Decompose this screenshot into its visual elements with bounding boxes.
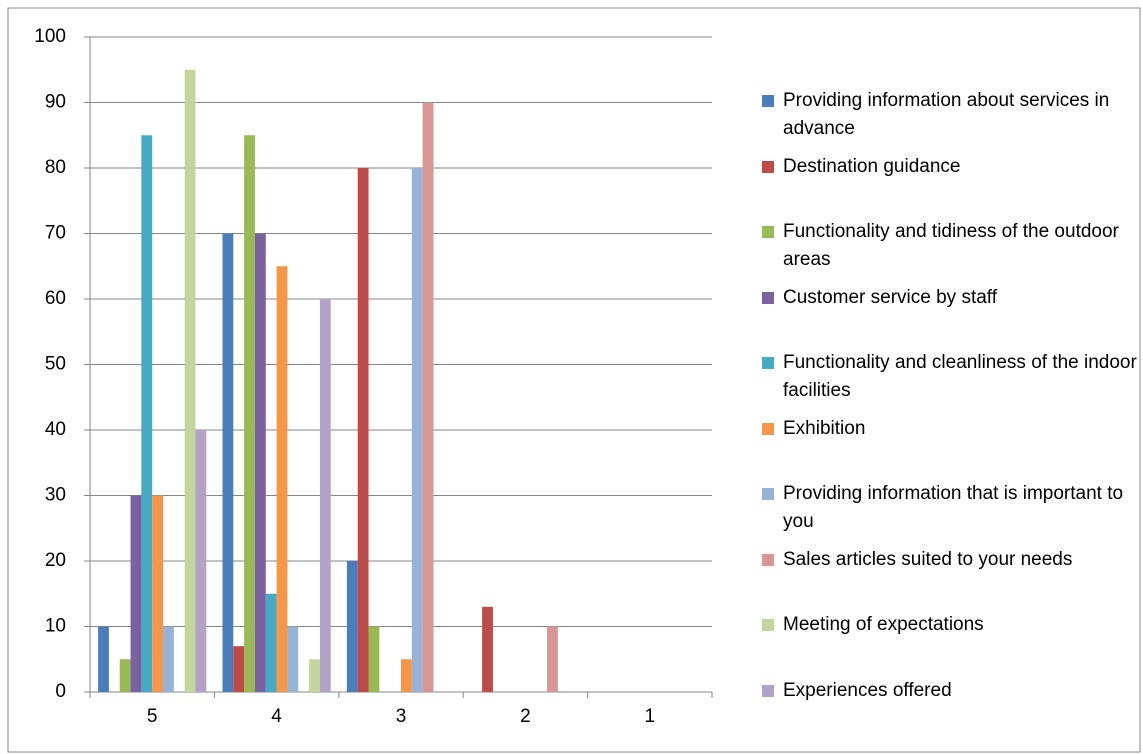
bar	[244, 135, 255, 692]
bar	[184, 69, 196, 692]
legend-swatch	[762, 291, 774, 304]
legend-entry: Functionality and cleanliness of the ind…	[762, 349, 1143, 405]
bar	[141, 135, 153, 692]
legend-swatch	[762, 160, 774, 173]
y-tick-label: 20	[45, 550, 66, 571]
bar	[195, 430, 207, 692]
bar	[265, 593, 277, 692]
y-tick-label: 60	[45, 288, 66, 309]
legend-swatch	[762, 553, 774, 566]
legend-label: Functionality and cleanliness of the ind…	[783, 352, 1137, 401]
frame	[7, 7, 1141, 753]
bar	[309, 659, 320, 692]
legend-entry: Providing information about services in …	[762, 87, 1143, 143]
legend-label: Exhibition	[783, 417, 866, 439]
legend-entry: Destination guidance	[762, 153, 1143, 181]
bar	[401, 659, 412, 692]
bar	[346, 561, 358, 692]
bar	[482, 606, 493, 692]
y-tick-label: 80	[45, 157, 66, 178]
bar	[422, 102, 434, 692]
bar	[287, 626, 299, 692]
legend-swatch	[762, 684, 774, 697]
x-tick-label: 1	[645, 706, 656, 727]
y-tick-label: 0	[55, 681, 66, 702]
legend-entry: Experiences offered	[762, 677, 1143, 705]
legend-label: Providing information that is important …	[783, 483, 1124, 532]
bar	[98, 626, 109, 692]
legend-swatch	[762, 95, 774, 107]
legend-swatch	[762, 488, 774, 500]
y-tick-label: 40	[45, 419, 66, 440]
bar	[368, 626, 380, 692]
y-tick-label: 50	[45, 354, 66, 375]
legend-entry: Providing information that is important …	[762, 480, 1143, 536]
legend-label: Destination guidance	[783, 155, 961, 177]
legend-entry: Meeting of expectations	[762, 611, 1143, 639]
y-tick-label: 30	[45, 485, 66, 506]
bar	[130, 495, 142, 692]
bar	[276, 266, 288, 692]
bar	[547, 626, 558, 692]
x-tick-label: 3	[396, 706, 407, 727]
legend-label: Meeting of expectations	[783, 614, 984, 635]
bar	[357, 168, 369, 692]
legend-label: Functionality and tidiness of the outdoo…	[783, 221, 1119, 270]
bar	[222, 233, 234, 692]
y-tick-label: 100	[34, 26, 66, 47]
bar	[233, 646, 245, 692]
legend-label: Providing information about services in …	[783, 90, 1110, 139]
y-tick-label: 10	[45, 616, 66, 637]
x-tick-label: 2	[520, 706, 531, 727]
legend-entry: Sales articles suited to your needs	[762, 546, 1143, 574]
legend-label: Experiences offered	[783, 679, 952, 701]
y-tick-label: 70	[45, 223, 66, 244]
x-tick-label: 4	[271, 706, 282, 727]
legend-swatch	[762, 357, 774, 369]
legend-swatch	[762, 422, 774, 435]
legend-swatch	[762, 619, 774, 631]
bar	[152, 495, 164, 692]
legend-label: Sales articles suited to your needs	[783, 548, 1073, 570]
x-tick-label: 5	[147, 706, 158, 727]
legend-swatch	[762, 226, 774, 238]
bar	[163, 626, 174, 692]
legend-entry: Functionality and tidiness of the outdoo…	[762, 218, 1143, 274]
bar	[411, 168, 423, 692]
bar	[319, 299, 331, 692]
bar	[254, 233, 266, 692]
legend-entry: Exhibition	[762, 415, 1143, 443]
legend-entry: Customer service by staff	[762, 284, 1143, 312]
bar	[119, 659, 131, 692]
legend-label: Customer service by staff	[783, 286, 998, 308]
y-tick-label: 90	[45, 92, 66, 113]
